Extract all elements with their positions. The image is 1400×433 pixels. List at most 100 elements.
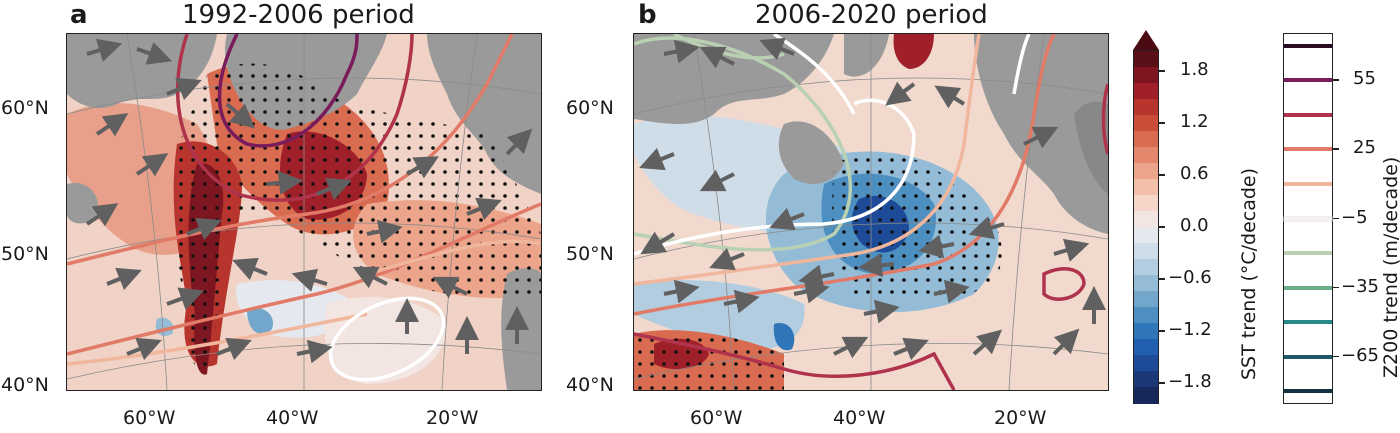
panel-b-letter: b (638, 0, 657, 30)
sst-colorbar-segment (1134, 115, 1158, 132)
sst-colorbar-tick-mark (1159, 174, 1165, 176)
z200-contour-40b (1042, 267, 1086, 301)
sst-colorbar-title: SST trend (°C/decade) (1238, 167, 1260, 380)
sst-colorbar-segment (1134, 51, 1158, 68)
sst-warm-core (893, 34, 934, 69)
sst-colorbar-segment (1134, 355, 1158, 372)
z200-colorbar-line (1284, 78, 1332, 83)
panel-a-map-svg (67, 34, 541, 390)
z200-colorbar-tick-label: 55 (1353, 68, 1376, 90)
z200-colorbar-tick-label: −5 (1341, 206, 1368, 228)
z200-colorbar-tick-label: −35 (1341, 275, 1379, 297)
z200-contour-zero (328, 296, 446, 382)
sst-colorbar-segment (1134, 339, 1158, 356)
wind-arrows (85, 38, 533, 364)
z200-colorbar-tick-mark (1333, 148, 1339, 150)
land-greenland-south (778, 121, 844, 184)
sst-colorbar-tick-label: 0.0 (1180, 215, 1209, 236)
z200-colorbar-line (1284, 43, 1332, 48)
panel-b-lat-40: 40°N (566, 374, 614, 396)
panel-b-lat-50: 50°N (566, 243, 614, 265)
z200-contour-25 (67, 34, 514, 266)
sst-colorbar-tick-mark (1159, 382, 1165, 384)
sst-colorbar-segment (1134, 323, 1158, 340)
land-greenland (844, 34, 889, 77)
panel-b-map (633, 33, 1109, 391)
sst-colorbar-segment (1134, 291, 1158, 308)
z200-colorbar-line (1284, 216, 1332, 221)
z200-contour-40c (1101, 83, 1108, 155)
land-newfoundland (67, 183, 98, 224)
sst-colorbar-tick-mark (1159, 278, 1165, 280)
z200-colorbar-line (1284, 181, 1332, 186)
panel-b-lon-60: 60°W (690, 407, 743, 429)
z200-colorbar-tick-label: −65 (1341, 344, 1379, 366)
z200-colorbar (1283, 33, 1333, 404)
significance-stipple (634, 330, 784, 390)
sst-colorbar (1133, 50, 1159, 404)
z200-contour-10b (366, 239, 541, 276)
sst-colorbar-extend (1133, 30, 1159, 50)
z200-contour-10 (634, 34, 981, 286)
sst-colorbar-tick-label: 1.8 (1180, 59, 1209, 80)
panel-a-title: 1992-2006 period (182, 0, 415, 30)
panel-a-lat-40: 40°N (1, 374, 49, 396)
sst-colorbar-segment (1134, 227, 1158, 244)
sst-colorbar-tick-label: 0.6 (1180, 163, 1209, 184)
panel-a-lon-60: 60°W (123, 407, 176, 429)
sst-colorbar-segment (1134, 99, 1158, 116)
panel-b-lon-20: 20°W (994, 407, 1047, 429)
z200-contour-40 (634, 332, 956, 390)
z200-colorbar-tick-mark (1333, 355, 1339, 358)
panel-a-letter: a (70, 0, 88, 30)
z200-colorbar-line (1284, 285, 1332, 290)
z200-contour-25b (67, 202, 541, 356)
sst-colorbar-segment (1134, 211, 1158, 228)
significance-stipple (172, 63, 541, 375)
z200-colorbar-line (1284, 320, 1332, 325)
sst-cool-spot (773, 323, 795, 351)
panel-b-lon-40: 40°W (833, 407, 886, 429)
sst-colorbar-tick-mark (1159, 330, 1165, 332)
panel-a-lon-20: 20°W (426, 407, 479, 429)
sst-cool-spot (247, 307, 273, 334)
panel-a-lon-40: 40°W (266, 407, 319, 429)
sst-colorbar-tick-mark (1159, 122, 1165, 124)
sst-colorbar-segment (1134, 179, 1158, 196)
z200-colorbar-line (1284, 112, 1332, 117)
sst-colorbar-segment (1134, 275, 1158, 292)
z200-colorbar-tick-label: 25 (1353, 137, 1376, 159)
panel-b-map-svg (634, 34, 1108, 390)
z200-contour-40 (175, 34, 414, 202)
z200-colorbar-tick-mark (1333, 217, 1339, 219)
z200-colorbar-line (1284, 147, 1332, 152)
sst-colorbar-tick-label: −0.6 (1168, 267, 1212, 288)
z200-colorbar-title: Z200 trend (m/decade) (1380, 156, 1400, 378)
graticule (67, 34, 541, 390)
sst-colorbar-segment (1134, 131, 1158, 148)
z200-contour-zero-c (1012, 34, 1031, 95)
sst-colorbar-segment (1134, 195, 1158, 212)
panel-a-lat-50: 50°N (1, 243, 49, 265)
z200-contour-55 (217, 34, 359, 148)
sst-colorbar-segment (1134, 147, 1158, 164)
sst-colorbar-segment (1134, 243, 1158, 260)
panel-a-lat-60: 60°N (1, 97, 49, 119)
sst-colorbar-tick-label: −1.2 (1168, 319, 1212, 340)
sst-colorbar-segment (1134, 259, 1158, 276)
z200-contour-10 (67, 312, 368, 366)
sst-colorbar-tick-label: −1.8 (1168, 371, 1212, 392)
z200-colorbar-tick-mark (1333, 286, 1339, 289)
z200-contour-zero (634, 98, 916, 256)
sst-colorbar-tick-mark (1159, 226, 1165, 228)
z200-colorbar-line (1284, 354, 1332, 359)
panel-b-title: 2006-2020 period (755, 0, 988, 30)
panel-b-lat-60: 60°N (566, 97, 614, 119)
wind-arrows (639, 37, 1106, 361)
land-europe-coast (1074, 101, 1108, 194)
z200-colorbar-line (1284, 251, 1332, 256)
sst-colorbar-tick-label: 1.2 (1180, 111, 1209, 132)
sst-colorbar-segment (1134, 67, 1158, 84)
sst-colorbar-segment (1134, 371, 1158, 388)
sst-colorbar-segment (1134, 83, 1158, 100)
